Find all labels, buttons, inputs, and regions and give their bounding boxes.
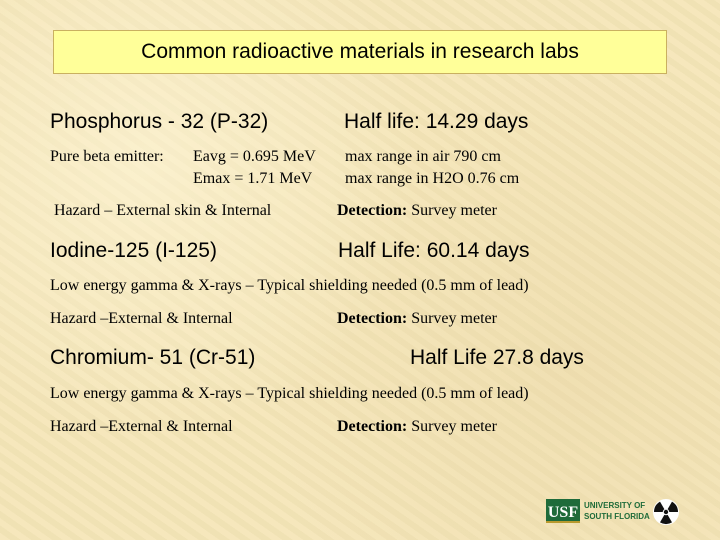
- i125-detection: Detection: Survey meter: [337, 310, 497, 328]
- usf-logo: USF UNIVERSITY OF SOUTH FLORIDA: [546, 496, 682, 528]
- cr51-detection-label: Detection:: [337, 418, 408, 435]
- p32-range-air: max range in air 790 cm: [345, 148, 501, 165]
- p32-detection: Detection: Survey meter: [337, 202, 497, 220]
- usf-logo-underline: [546, 521, 580, 523]
- usf-logo-block: [546, 499, 580, 523]
- usf-logo-line2: SOUTH FLORIDA: [584, 512, 650, 521]
- usf-logo-letters: USF: [548, 504, 578, 521]
- cr51-half-life: Half Life 27.8 days: [410, 346, 584, 369]
- p32-name: Phosphorus - 32 (P-32): [50, 110, 269, 133]
- cr51-detection: Detection: Survey meter: [337, 418, 497, 436]
- cr51-detection-value: Survey meter: [411, 418, 497, 435]
- p32-emitter-label: Pure beta emitter:: [50, 148, 164, 165]
- page-title-text: Common radioactive materials in research…: [141, 40, 579, 63]
- i125-detection-value: Survey meter: [411, 310, 497, 327]
- p32-half-life: Half life: 14.29 days: [344, 110, 529, 133]
- i125-emission: Low energy gamma & X-rays – Typical shie…: [50, 277, 529, 294]
- usf-logo-graphic: USF UNIVERSITY OF SOUTH FLORIDA: [546, 499, 679, 525]
- radiation-icon: [653, 499, 679, 525]
- i125-detection-label: Detection:: [337, 310, 408, 327]
- cr51-emission: Low energy gamma & X-rays – Typical shie…: [50, 385, 529, 402]
- p32-detection-label: Detection:: [337, 202, 408, 219]
- cr51-name: Chromium- 51 (Cr-51): [50, 346, 256, 369]
- p32-detection-value: Survey meter: [411, 202, 497, 219]
- i125-name: Iodine-125 (I-125): [50, 239, 217, 262]
- p32-range-water: max range in H2O 0.76 cm: [345, 170, 520, 187]
- p32-hazard: Hazard – External skin & Internal: [54, 202, 272, 219]
- p32-eavg: Eavg = 0.695 MeV: [193, 148, 316, 165]
- p32-emax: Emax = 1.71 MeV: [193, 170, 313, 187]
- i125-hazard: Hazard –External & Internal: [50, 310, 233, 327]
- cr51-hazard: Hazard –External & Internal: [50, 418, 233, 435]
- usf-logo-line1: UNIVERSITY OF: [584, 501, 645, 510]
- page-title: Common radioactive materials in research…: [53, 30, 667, 74]
- i125-half-life: Half Life: 60.14 days: [338, 239, 530, 262]
